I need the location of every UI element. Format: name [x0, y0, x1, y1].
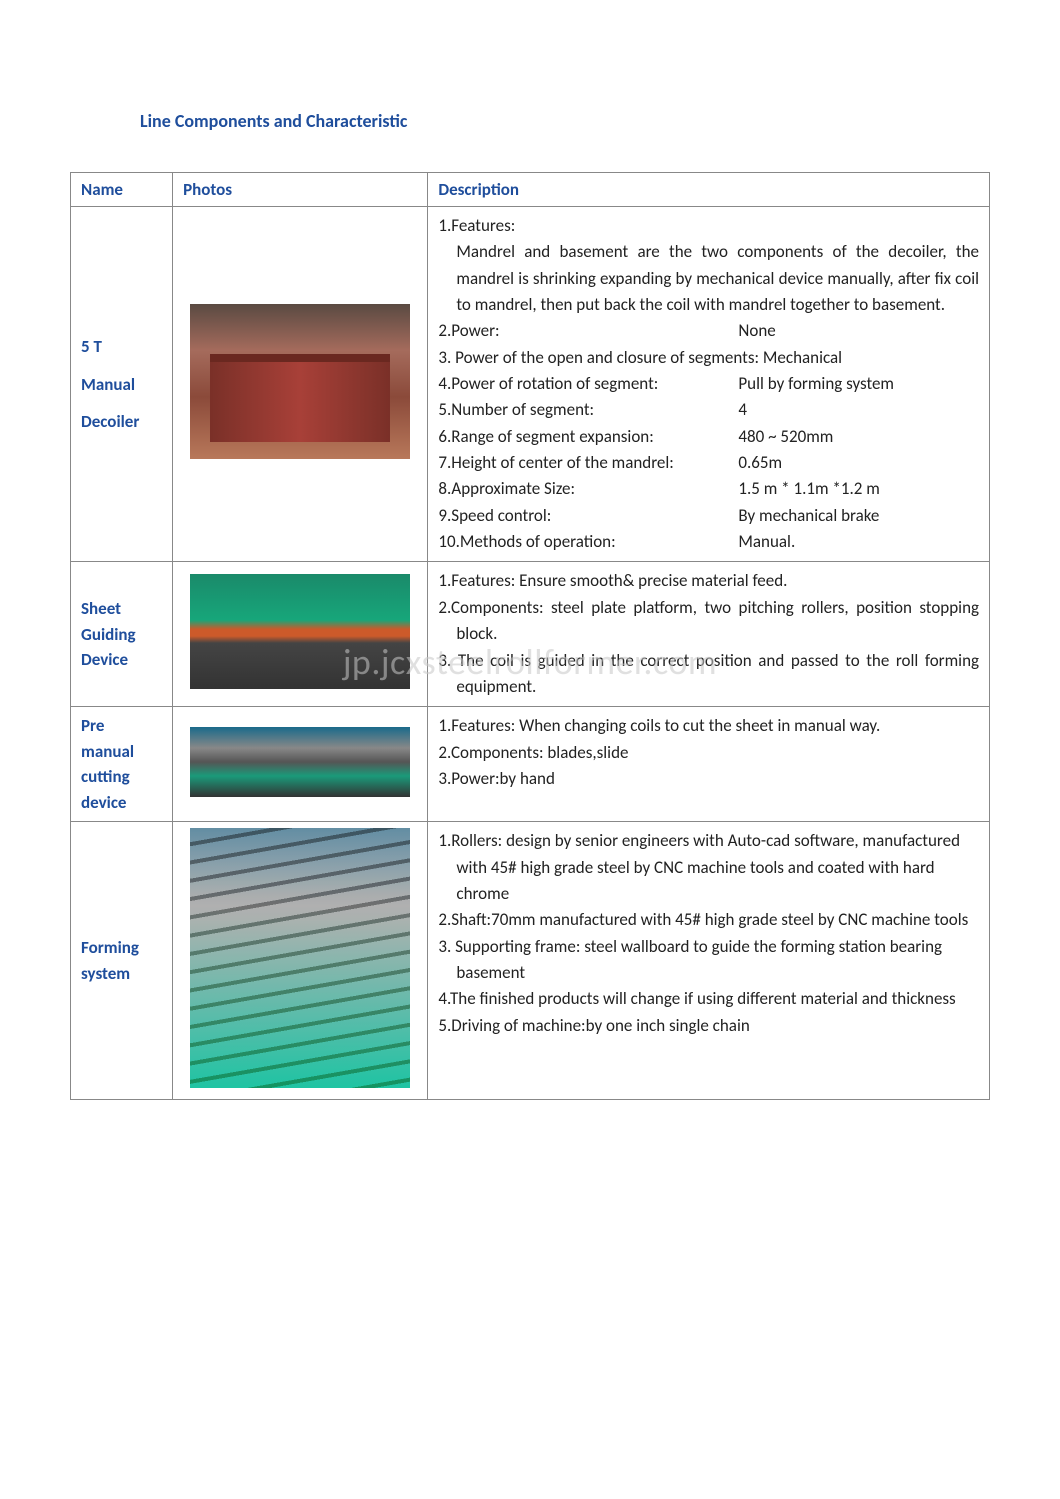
spec-key: 8.Approximate Size:: [438, 476, 738, 502]
forming-system-photo: [190, 828, 410, 1088]
name-line: Manual: [81, 366, 162, 403]
row-description: 1.Features: Mandrel and basement are the…: [428, 207, 990, 562]
spec-val: 480 ~ 520mm: [738, 424, 979, 450]
name-line: device: [81, 790, 162, 816]
row-description: 1.Features: When changing coils to cut t…: [428, 707, 990, 822]
spec-key: 5.Number of segment:: [438, 397, 738, 423]
desc-item: 4.The finished products will change if u…: [438, 986, 979, 1012]
desc-item: 2.Components: blades,slide: [438, 740, 979, 766]
header-photos: Photos: [173, 173, 428, 207]
desc-item: 3.Power:by hand: [438, 766, 979, 792]
name-line: system: [81, 961, 162, 987]
guiding-device-photo: [190, 574, 410, 689]
spec-row: 9.Speed control:By mechanical brake: [438, 503, 979, 529]
row-photo-cell: [173, 822, 428, 1100]
row-name: 5 T Manual Decoiler: [71, 207, 173, 562]
header-name: Name: [71, 173, 173, 207]
features-label: 1.Features:: [438, 213, 979, 239]
table-row: Pre manual cutting device 1.Features: Wh…: [71, 707, 990, 822]
name-line: manual: [81, 739, 162, 765]
cutting-device-photo: [190, 727, 410, 797]
table-row: Forming system 1.Rollers: design by seni…: [71, 822, 990, 1100]
spec-val: Manual.: [738, 529, 979, 555]
spec-key: 10.Methods of operation:: [438, 529, 738, 555]
decoiler-photo: [190, 304, 410, 459]
spec-key: 4.Power of rotation of segment:: [438, 371, 738, 397]
desc-item: 5.Driving of machine:by one inch single …: [438, 1013, 979, 1039]
row-photo-cell: [173, 207, 428, 562]
spec-key: 7.Height of center of the mandrel:: [438, 450, 738, 476]
spec-val: 4: [738, 397, 979, 423]
row-description: 1.Features: Ensure smooth& precise mater…: [428, 562, 990, 707]
name-line: cutting: [81, 764, 162, 790]
desc-item: 1.Features: Ensure smooth& precise mater…: [438, 568, 979, 594]
row-photo-cell: [173, 562, 428, 707]
spec-key: 9.Speed control:: [438, 503, 738, 529]
spec-val: 0.65m: [738, 450, 979, 476]
spec-row: 4.Power of rotation of segment:Pull by f…: [438, 371, 979, 397]
desc-item: 3. The coil is guided in the correct pos…: [438, 648, 979, 701]
desc-item: 1.Features: When changing coils to cut t…: [438, 713, 979, 739]
components-table: Name Photos Description 5 T Manual Decoi…: [70, 172, 990, 1100]
spec-row: 8.Approximate Size:1.5 m * 1.1m *1.2 m: [438, 476, 979, 502]
spec-val: By mechanical brake: [738, 503, 979, 529]
spec-row: 5.Number of segment:4: [438, 397, 979, 423]
row-photo-cell: [173, 707, 428, 822]
name-line: Sheet: [81, 596, 162, 622]
desc-item: 3. Supporting frame: steel wallboard to …: [438, 934, 979, 987]
table-row: Sheet Guiding Device 1.Features: Ensure …: [71, 562, 990, 707]
desc-item: 2.Components: steel plate platform, two …: [438, 595, 979, 648]
name-line: Decoiler: [81, 403, 162, 440]
spec-row: 3. Power of the open and closure of segm…: [438, 345, 979, 371]
name-line: Pre: [81, 713, 162, 739]
spec-val: Pull by forming system: [738, 371, 979, 397]
name-line: Forming: [81, 935, 162, 961]
header-description: Description: [428, 173, 990, 207]
row-name: Sheet Guiding Device: [71, 562, 173, 707]
section-title: Line Components and Characteristic: [140, 110, 990, 132]
spec-row: 7.Height of center of the mandrel:0.65m: [438, 450, 979, 476]
spec-row: 2.Power:None: [438, 318, 979, 344]
spec-row: 10.Methods of operation:Manual.: [438, 529, 979, 555]
desc-item: 1.Rollers: design by senior engineers wi…: [438, 828, 979, 907]
features-text: Mandrel and basement are the two compone…: [438, 239, 979, 318]
name-line: Device: [81, 647, 162, 673]
table-header-row: Name Photos Description: [71, 173, 990, 207]
spec-key: 2.Power:: [438, 318, 738, 344]
desc-item: 2.Shaft:70mm manufactured with 45# high …: [438, 907, 979, 933]
row-name: Pre manual cutting device: [71, 707, 173, 822]
spec-key: 6.Range of segment expansion:: [438, 424, 738, 450]
spec-row: 6.Range of segment expansion:480 ~ 520mm: [438, 424, 979, 450]
name-line: 5 T: [81, 328, 162, 365]
spec-val: None: [738, 318, 979, 344]
row-name: Forming system: [71, 822, 173, 1100]
spec-val: 1.5 m * 1.1m *1.2 m: [738, 476, 979, 502]
table-row: 5 T Manual Decoiler 1.Features: Mandrel …: [71, 207, 990, 562]
document-page: Line Components and Characteristic Name …: [0, 0, 1060, 1160]
name-line: Guiding: [81, 622, 162, 648]
row-description: 1.Rollers: design by senior engineers wi…: [428, 822, 990, 1100]
